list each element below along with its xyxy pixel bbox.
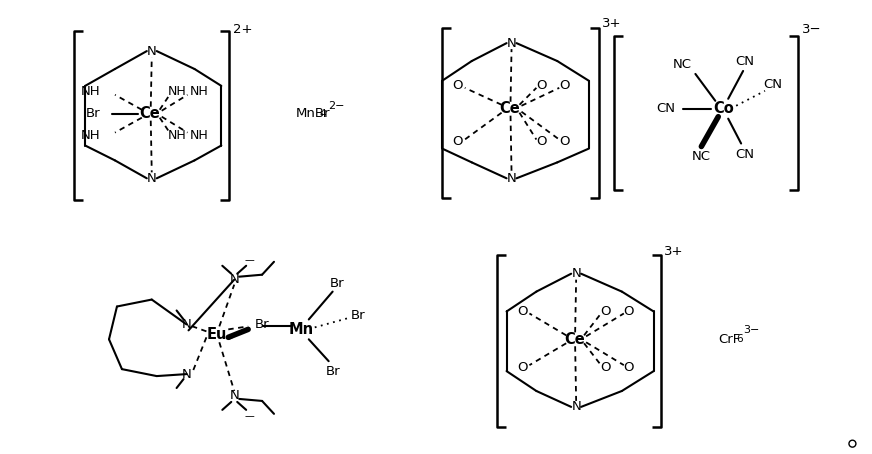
Text: N: N (229, 390, 239, 402)
Text: O: O (536, 135, 547, 148)
Text: NH: NH (190, 129, 208, 142)
Text: O: O (559, 135, 569, 148)
Text: O: O (453, 79, 463, 92)
Text: 2+: 2+ (234, 23, 253, 36)
Text: 3−: 3− (802, 23, 821, 36)
Text: 3+: 3+ (664, 245, 684, 258)
Text: N: N (571, 400, 581, 414)
Text: O: O (559, 79, 569, 92)
Text: N: N (229, 273, 239, 286)
Text: Br: Br (85, 107, 100, 120)
Text: Br: Br (255, 318, 269, 331)
Text: N: N (507, 172, 516, 185)
Text: Co: Co (712, 101, 733, 116)
Text: Br: Br (325, 365, 340, 378)
Text: MnBr: MnBr (296, 107, 330, 120)
Text: Br: Br (351, 309, 365, 322)
Text: Ce: Ce (140, 106, 160, 121)
Text: Ce: Ce (564, 332, 584, 347)
Text: CN: CN (763, 79, 782, 91)
Text: NC: NC (691, 150, 711, 163)
Text: N: N (181, 318, 192, 331)
Text: NH: NH (80, 85, 100, 99)
Text: NH: NH (168, 85, 187, 99)
Text: N: N (146, 172, 157, 185)
Text: CN: CN (736, 54, 754, 68)
Text: O: O (623, 360, 634, 374)
Text: N: N (571, 267, 581, 280)
Text: —: — (244, 255, 254, 265)
Text: NC: NC (672, 59, 691, 71)
Text: Eu: Eu (206, 327, 227, 342)
Text: 3+: 3+ (603, 17, 622, 30)
Text: N: N (507, 37, 516, 49)
Text: CN: CN (736, 148, 754, 161)
Text: 3−: 3− (743, 326, 760, 336)
Text: —: — (244, 411, 254, 421)
Text: O: O (536, 79, 547, 92)
Text: NH: NH (190, 85, 208, 99)
Text: O: O (453, 135, 463, 148)
Text: Br: Br (330, 277, 344, 290)
Text: O: O (623, 305, 634, 318)
Text: Ce: Ce (499, 101, 520, 116)
Text: NH: NH (168, 129, 187, 142)
Text: 4: 4 (320, 109, 326, 118)
Text: O: O (517, 360, 528, 374)
Text: 2−: 2− (328, 101, 344, 111)
Text: 6: 6 (736, 334, 743, 344)
Text: CN: CN (657, 102, 676, 115)
Text: CrF: CrF (719, 333, 740, 346)
Text: O: O (601, 305, 611, 318)
Text: N: N (181, 368, 192, 380)
Text: Mn: Mn (289, 322, 313, 337)
Text: NH: NH (80, 129, 100, 142)
Text: N: N (146, 44, 157, 58)
Text: O: O (517, 305, 528, 318)
Text: O: O (601, 360, 611, 374)
